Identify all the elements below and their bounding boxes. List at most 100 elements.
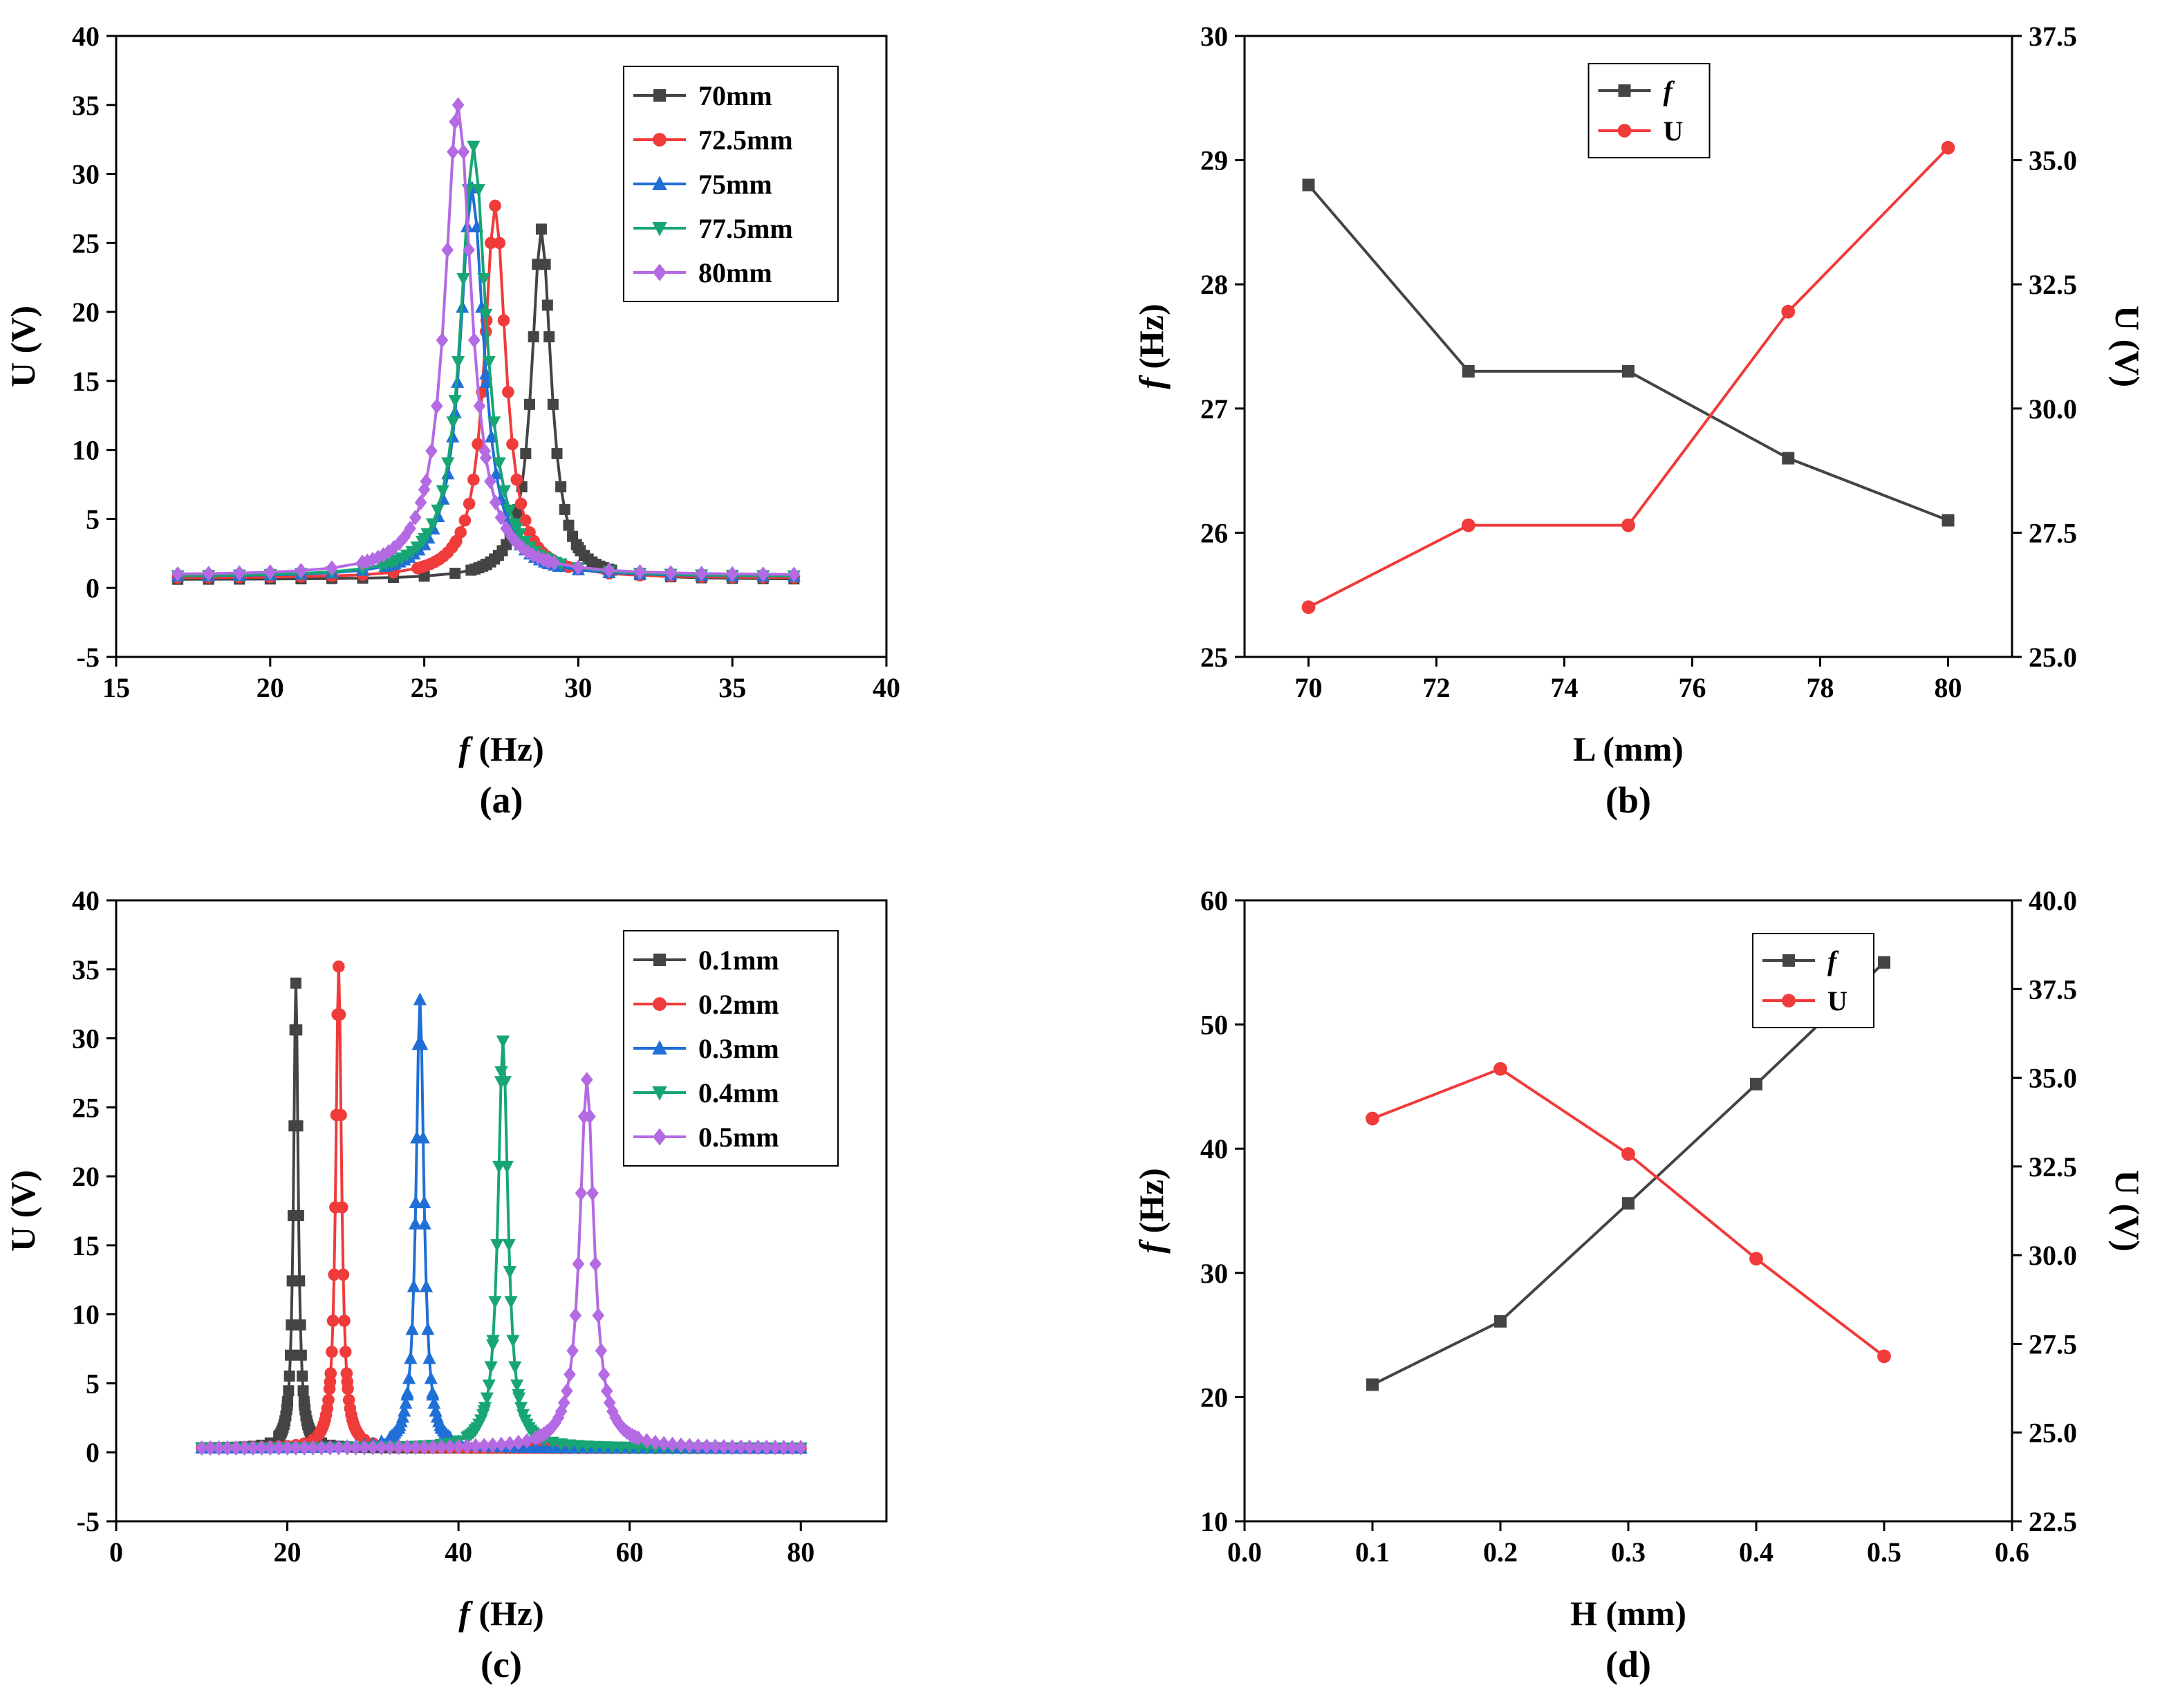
data-point [467,473,480,486]
y-axis-label: U (V) [3,1170,42,1252]
data-point [586,1185,599,1201]
legend-swatch-marker [1782,954,1795,967]
y2-tick-label: 25.0 [2029,1418,2077,1449]
data-point [171,566,184,582]
data-point [496,1035,510,1048]
data-point [606,1441,620,1454]
data-point [366,1440,380,1456]
data-point [614,1441,628,1455]
y2-tick-label: 37.5 [2029,21,2077,52]
data-point [443,1438,456,1455]
x-tick-label: 0.4 [1739,1537,1773,1568]
data-point [416,1131,430,1144]
y-tick-label: 10 [72,1299,100,1330]
data-point [333,1008,346,1021]
y-tick-label: 15 [72,1230,100,1261]
legend-swatch-marker [653,263,667,281]
data-point [418,1195,431,1209]
data-point [489,494,502,510]
y-tick-label: 15 [72,366,100,397]
data-point [603,1395,616,1411]
data-point [597,1366,611,1382]
data-point [295,1319,306,1331]
data-point [435,1439,448,1455]
data-point [333,1440,345,1456]
plot-frame [115,35,888,658]
data-point [489,199,501,212]
data-point [506,1335,520,1348]
data-point [392,1439,405,1456]
data-point [559,503,570,515]
panel-label: (a) [480,779,523,821]
legend-swatch-marker [652,1040,667,1055]
y-tick-label: 20 [72,1161,100,1192]
data-point [398,1404,411,1417]
data-point [592,1308,605,1324]
panel-label: (d) [1605,1644,1651,1685]
data-point [290,1440,302,1456]
series-U [1366,1061,1891,1364]
data-point [420,528,434,541]
series-80mm [171,97,801,582]
x-tick-label: 0.5 [1867,1537,1901,1568]
data-point [756,566,770,582]
data-point [580,1072,593,1088]
x-tick-label: 78 [1807,672,1834,703]
data-point [1749,1252,1763,1266]
data-point [632,1430,644,1447]
chart-panel-c: 0 20 40 60 80 -5 0 5 10 15 20 25 30 35 40 f (Hz) (c) U (V… [3,885,888,1685]
data-point [399,1395,413,1409]
data-point [516,540,529,556]
legend-entry-label: f [1664,75,1675,106]
data-point [551,447,563,459]
data-point [726,566,738,582]
y-tick-label: 0 [86,1437,100,1468]
legend-entry-label: 0.5mm [698,1122,779,1153]
y2-tick-label: 35.0 [2029,1063,2077,1094]
plot-area [171,97,801,585]
legend: 0.1mm 0.2mm 0.3mm 0.4mm 0.5mm [623,930,839,1167]
legend-box [1752,933,1874,1028]
y2-tick-label: 30.0 [2029,393,2077,425]
data-point [691,1438,705,1454]
data-point [489,466,503,480]
x-tick-label: 40 [445,1537,472,1568]
x-tick-label: 30 [564,672,592,703]
y2-tick-label: 30.0 [2029,1240,2077,1271]
data-point [328,1268,341,1281]
data-point [494,510,508,526]
legend-swatch-marker [1618,84,1631,97]
data-point [283,1385,295,1397]
data-point [495,1436,508,1453]
x-tick-label: 15 [102,672,130,703]
data-point [292,1120,304,1132]
data-point [400,1385,414,1399]
data-point [794,1440,808,1456]
data-point [294,1275,306,1287]
y-axis-label: f (Hz) [1132,1168,1171,1254]
data-point [1494,1315,1507,1328]
data-point [326,1346,338,1358]
x-tick-label: 0.2 [1483,1537,1518,1568]
data-point [786,1440,799,1456]
plot-frame [1243,899,2013,1523]
data-point [337,1268,350,1281]
data-point [405,1322,419,1335]
data-point [358,1440,371,1456]
legend-entry-label: 0.1mm [698,945,779,976]
data-point [502,386,514,398]
data-point [503,1265,516,1279]
legend-entry-label: 75mm [698,169,772,200]
data-point [427,1395,441,1409]
data-point [449,113,461,130]
data-point [513,528,527,541]
data-point [446,416,460,429]
data-point [398,528,411,545]
data-point [409,1195,422,1209]
data-point [418,1216,431,1229]
data-point [413,992,427,1005]
data-point [572,559,585,575]
data-point [341,1440,353,1456]
data-point [449,568,461,579]
x-tick-label: 80 [1935,672,1962,703]
